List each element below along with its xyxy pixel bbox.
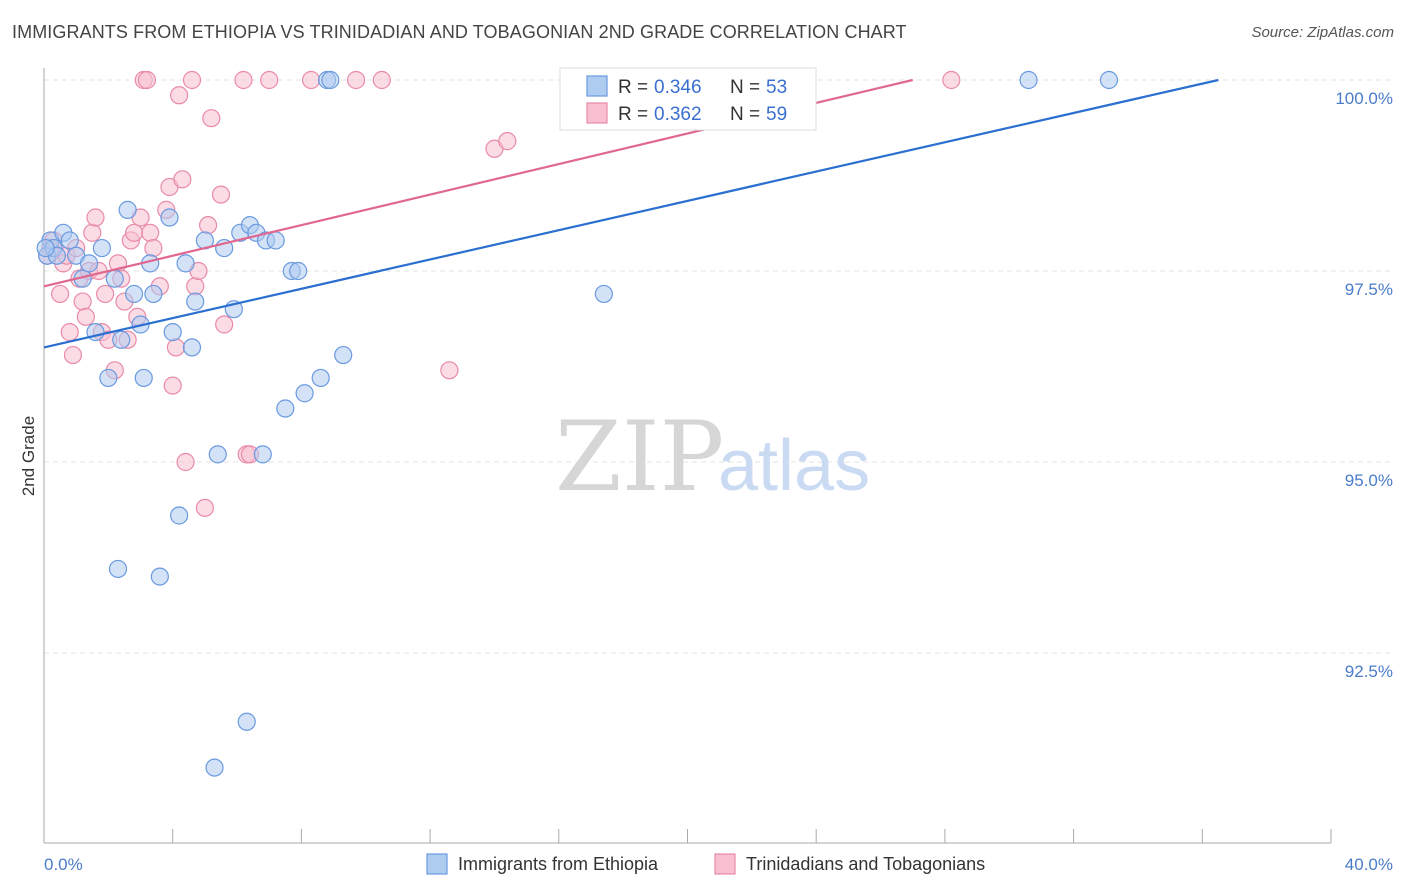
legend-r-value-blue: 0.346 (654, 77, 702, 98)
legend-swatch-pink (586, 102, 608, 124)
data-point-ethiopia (118, 200, 137, 219)
data-point-trinidad (195, 498, 214, 517)
data-point-trinidad (166, 338, 186, 357)
data-point-trinidad (86, 208, 105, 227)
data-point-trinidad (176, 452, 195, 472)
legend-r-label-pink: R = (618, 104, 648, 125)
data-point-ethiopia (134, 368, 153, 388)
data-point-trinidad (60, 323, 79, 342)
data-point-ethiopia (112, 330, 131, 349)
legend-swatch-blue (586, 75, 608, 97)
data-point-trinidad (215, 315, 234, 334)
legend-r-value-pink: 0.362 (654, 104, 702, 125)
data-point-trinidad (372, 70, 391, 90)
legend-n-value-pink: 59 (766, 104, 787, 125)
data-point-ethiopia (311, 368, 330, 388)
data-point-trinidad (76, 307, 95, 326)
stats-legend: R = 0.346 N = 53 R = 0.362 N = 59 (559, 67, 817, 131)
grid (44, 79, 1393, 654)
data-point-ethiopia (594, 284, 613, 304)
data-point-ethiopia (160, 208, 179, 227)
data-point-trinidad (301, 70, 321, 90)
watermark-atlas: atlas (718, 426, 870, 506)
data-point-trinidad (170, 86, 189, 105)
legend-n-label-pink: N = (730, 104, 760, 125)
data-point-trinidad (83, 223, 102, 242)
data-point-trinidad (942, 70, 961, 90)
legend-n-value-blue: 53 (766, 77, 787, 98)
data-point-ethiopia (253, 445, 272, 464)
data-point-trinidad (346, 70, 366, 90)
data-point-ethiopia (182, 338, 202, 357)
data-point-ethiopia (170, 506, 189, 525)
data-point-ethiopia (186, 292, 205, 311)
data-point-trinidad (202, 109, 221, 128)
y-tick-labels: 100.0% 97.5% 95.0% 92.5% (1335, 89, 1393, 681)
data-point-ethiopia (334, 345, 353, 365)
series-legend: Immigrants from Ethiopia Trinidadians an… (426, 853, 985, 875)
data-point-trinidad (186, 277, 205, 296)
bottom-legend-label-blue: Immigrants from Ethiopia (458, 854, 659, 874)
bottom-legend-swatch-pink (714, 853, 736, 875)
data-point-trinidad (198, 216, 218, 235)
legend-n-label-blue: N = (730, 77, 760, 98)
x-axis-ticks (43, 829, 1332, 843)
data-point-ethiopia (295, 384, 314, 403)
data-point-ethiopia (1099, 70, 1119, 90)
source-label: Source: ZipAtlas.com (1251, 24, 1394, 41)
data-point-ethiopia (205, 758, 224, 777)
data-point-ethiopia (321, 70, 340, 90)
legend-r-label-blue: R = (618, 77, 648, 98)
y-tick-label: 95.0% (1345, 471, 1393, 490)
y-tick-label: 100.0% (1335, 89, 1393, 108)
data-point-trinidad (234, 70, 253, 90)
data-point-ethiopia (176, 254, 195, 273)
y-tick-label: 97.5% (1345, 280, 1393, 299)
data-point-trinidad (63, 345, 83, 365)
data-point-trinidad (163, 376, 182, 395)
data-point-ethiopia (92, 238, 112, 258)
data-point-trinidad (141, 223, 160, 242)
data-point-ethiopia (163, 323, 182, 342)
data-point-ethiopia (144, 284, 163, 304)
y-axis-label: 2nd Grade (19, 416, 38, 496)
y-tick-label: 92.5% (1345, 662, 1393, 681)
data-point-ethiopia (99, 368, 118, 388)
data-point-ethiopia (108, 559, 128, 579)
data-point-trinidad (498, 132, 517, 151)
data-point-ethiopia (150, 567, 169, 586)
data-point-ethiopia (208, 445, 227, 464)
data-point-trinidad (124, 223, 144, 242)
data-point-trinidad (96, 284, 115, 304)
data-point-ethiopia (1019, 70, 1038, 90)
data-point-trinidad (440, 361, 459, 380)
data-point-trinidad (73, 292, 92, 311)
data-point-trinidad (144, 238, 163, 258)
data-point-trinidad (173, 170, 192, 189)
data-point-trinidad (182, 70, 202, 90)
data-point-trinidad (260, 70, 279, 90)
data-point-ethiopia (266, 231, 285, 250)
data-point-ethiopia (36, 238, 55, 258)
data-point-ethiopia (289, 261, 308, 281)
data-point-ethiopia (60, 231, 79, 250)
trend-line-ethiopia (43, 78, 1219, 349)
bottom-legend-label-pink: Trinidadians and Tobagonians (746, 854, 985, 874)
x-tick-label-max: 40.0% (1345, 855, 1393, 874)
data-point-trinidad (211, 185, 231, 204)
x-tick-label-min: 0.0% (44, 855, 83, 874)
watermark-zip: ZIP (555, 401, 724, 513)
chart-title: IMMIGRANTS FROM ETHIOPIA VS TRINIDADIAN … (12, 22, 907, 42)
data-point-ethiopia (276, 399, 295, 418)
data-point-trinidad (137, 70, 157, 90)
data-point-ethiopia (105, 269, 124, 288)
data-point-ethiopia (237, 712, 256, 731)
data-point-trinidad (50, 284, 70, 304)
bottom-legend-swatch-blue (426, 853, 448, 875)
data-point-ethiopia (79, 254, 99, 273)
data-point-ethiopia (124, 284, 144, 304)
